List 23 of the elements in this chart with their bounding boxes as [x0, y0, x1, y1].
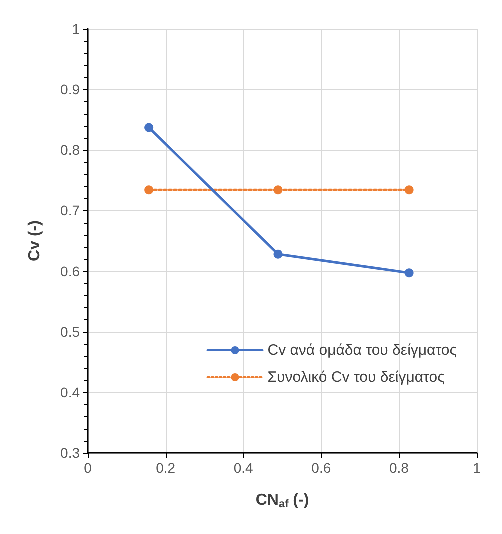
point — [144, 123, 154, 132]
y-tick-label: 0.9 — [60, 82, 80, 98]
y-tick-label: 0.3 — [60, 445, 80, 461]
y-tick-label: 0.8 — [60, 142, 80, 158]
y-tick-label: 0.5 — [60, 324, 80, 340]
y-tick-label: 0.7 — [60, 202, 80, 219]
x-tick-label: 0.6 — [312, 460, 332, 476]
y-axis-title: Cv (-) — [26, 220, 44, 262]
legend-label: Cv ανά ομάδα του δείγματος — [268, 342, 458, 359]
x-tick-label: 0.4 — [234, 460, 254, 476]
x-tick-label: 1 — [473, 460, 482, 476]
x-tick-label: 0 — [84, 460, 92, 476]
y-tick-label: 0.6 — [60, 263, 80, 280]
point — [274, 250, 283, 259]
x-tick-label: 0.8 — [389, 460, 410, 476]
point — [404, 186, 414, 195]
y-tick-label: 0.4 — [60, 384, 80, 400]
x-tick-label: 0.2 — [156, 460, 176, 476]
point — [404, 268, 414, 278]
legend-label: Συνολικό Cv του δείγματος — [268, 369, 445, 386]
point — [274, 186, 283, 195]
point — [144, 186, 154, 195]
y-tick-label: 1 — [72, 21, 80, 37]
